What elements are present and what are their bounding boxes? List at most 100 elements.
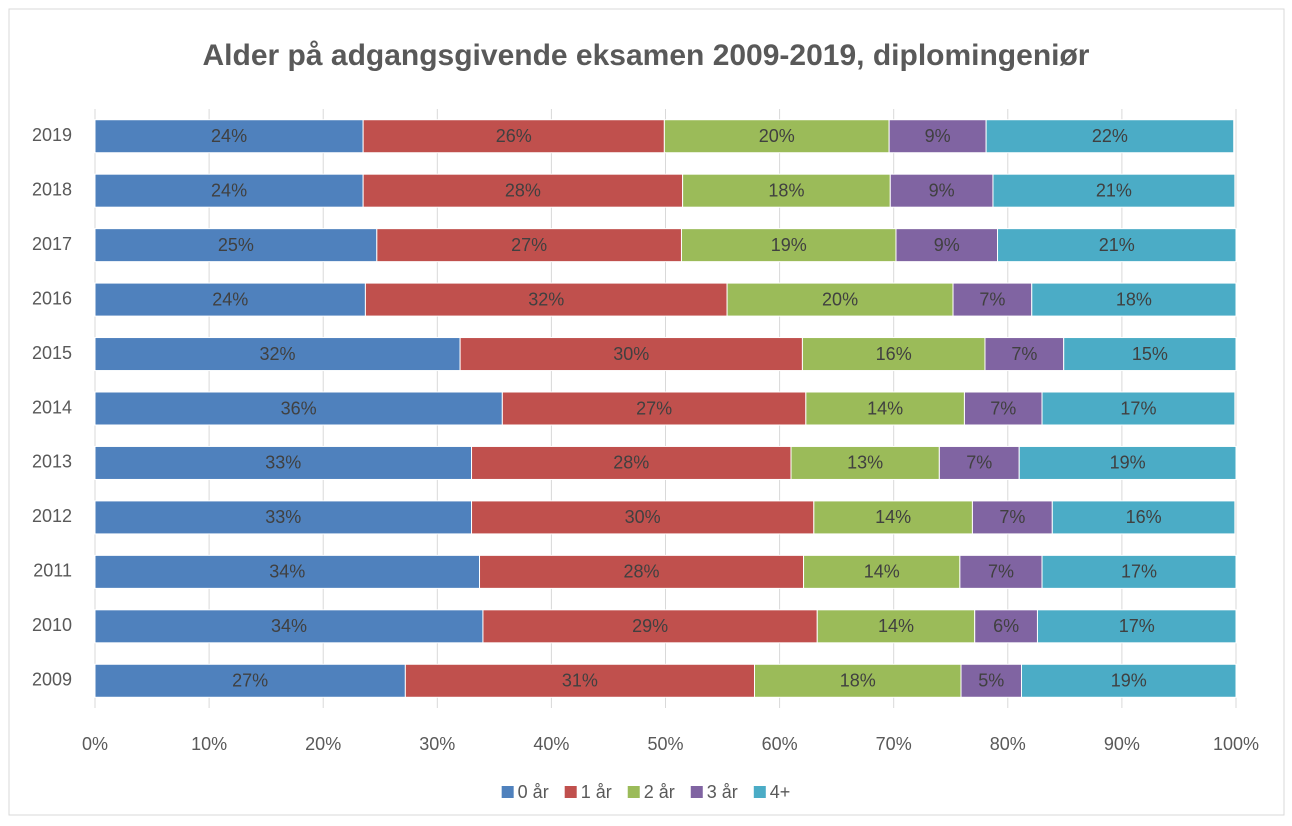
chart-title: Alder på adgangsgivende eksamen 2009-201… xyxy=(203,39,1090,72)
x-tick-label: 30% xyxy=(419,734,455,754)
x-tick-label: 10% xyxy=(191,734,227,754)
data-label: 27% xyxy=(232,671,268,691)
bar-segment xyxy=(963,391,1043,426)
y-tick-label: 2017 xyxy=(32,234,72,254)
bar-segment xyxy=(364,282,728,317)
bar-segment xyxy=(94,609,484,644)
data-label: 9% xyxy=(934,235,960,255)
data-label: 9% xyxy=(929,180,955,200)
bar-segment xyxy=(94,445,473,480)
data-label: 19% xyxy=(1111,671,1147,691)
data-label: 20% xyxy=(822,289,858,309)
x-tick-label: 0% xyxy=(82,734,108,754)
bar-segment xyxy=(94,500,473,535)
bar-segment xyxy=(471,500,815,535)
y-tick-label: 2018 xyxy=(32,179,72,199)
bar-segment xyxy=(816,609,976,644)
bar-segment xyxy=(94,173,364,208)
bar-segment xyxy=(376,228,682,263)
data-label: 24% xyxy=(212,289,248,309)
bar-segment xyxy=(803,554,961,589)
bar-segment xyxy=(94,282,366,317)
bar-segment xyxy=(1036,609,1237,644)
data-label: 32% xyxy=(260,344,296,364)
data-label: 19% xyxy=(771,235,807,255)
data-label: 24% xyxy=(211,180,247,200)
bar-segment xyxy=(974,609,1038,644)
bar-segment xyxy=(938,445,1020,480)
data-label: 18% xyxy=(1116,289,1152,309)
data-label: 14% xyxy=(864,562,900,582)
bar-segment xyxy=(94,554,481,589)
bar-segment xyxy=(1041,554,1237,589)
bar-segment xyxy=(813,500,973,535)
y-tick-label: 2014 xyxy=(32,397,72,417)
data-label: 13% xyxy=(847,453,883,473)
data-label: 17% xyxy=(1120,398,1156,418)
bar-segment xyxy=(94,119,364,154)
x-tick-label: 80% xyxy=(990,734,1026,754)
x-tick-label: 60% xyxy=(762,734,798,754)
bar-segment xyxy=(362,173,684,208)
data-label: 28% xyxy=(624,562,660,582)
bar-segment xyxy=(984,337,1065,372)
data-label: 27% xyxy=(511,235,547,255)
legend-label: 1 år xyxy=(581,782,612,802)
data-label: 31% xyxy=(562,671,598,691)
data-label: 34% xyxy=(269,562,305,582)
data-label: 20% xyxy=(759,126,795,146)
bar-segment xyxy=(959,554,1043,589)
y-tick-label: 2009 xyxy=(32,670,72,690)
data-label: 5% xyxy=(978,671,1004,691)
y-tick-label: 2013 xyxy=(32,452,72,472)
data-label: 21% xyxy=(1099,235,1135,255)
data-label: 17% xyxy=(1121,562,1157,582)
bar-segment xyxy=(1018,445,1237,480)
bar-segment xyxy=(726,282,954,317)
y-tick-label: 2016 xyxy=(32,288,72,308)
bar-segment xyxy=(1041,391,1236,426)
data-label: 27% xyxy=(636,398,672,418)
legend-swatch xyxy=(501,786,514,798)
bar-segment xyxy=(753,663,962,698)
data-label: 36% xyxy=(281,398,317,418)
data-label: 28% xyxy=(505,180,541,200)
x-tick-label: 20% xyxy=(305,734,341,754)
data-label: 16% xyxy=(876,344,912,364)
data-label: 7% xyxy=(979,289,1005,309)
data-label: 30% xyxy=(613,344,649,364)
legend-label: 3 år xyxy=(707,782,738,802)
legend-label: 2 år xyxy=(644,782,675,802)
x-tick-label: 40% xyxy=(533,734,569,754)
bar-segment xyxy=(1051,500,1236,535)
bar-segment xyxy=(1020,663,1237,698)
data-label: 7% xyxy=(988,562,1014,582)
bar-segment xyxy=(459,337,803,372)
data-label: 14% xyxy=(875,507,911,527)
y-tick-label: 2011 xyxy=(33,561,72,581)
bar-segment xyxy=(680,228,897,263)
bar-segment xyxy=(805,391,965,426)
data-label: 33% xyxy=(265,507,301,527)
data-label: 34% xyxy=(271,616,307,636)
y-tick-label: 2012 xyxy=(32,506,72,526)
data-label: 33% xyxy=(265,453,301,473)
bar-segment xyxy=(971,500,1053,535)
data-label: 32% xyxy=(528,289,564,309)
legend-swatch xyxy=(564,786,577,798)
legend-swatch xyxy=(690,786,703,798)
data-label: 9% xyxy=(925,126,951,146)
x-tick-label: 100% xyxy=(1213,734,1259,754)
x-tick-label: 90% xyxy=(1104,734,1140,754)
data-label: 17% xyxy=(1119,616,1155,636)
bar-segment xyxy=(94,228,378,263)
data-label: 16% xyxy=(1126,507,1162,527)
y-tick-label: 2010 xyxy=(32,615,72,635)
data-label: 25% xyxy=(218,235,254,255)
bar-segment xyxy=(471,445,792,480)
y-tick-label: 2019 xyxy=(32,125,72,145)
bar-segment xyxy=(1031,282,1237,317)
data-label: 22% xyxy=(1092,126,1128,146)
bar-segment xyxy=(682,173,891,208)
